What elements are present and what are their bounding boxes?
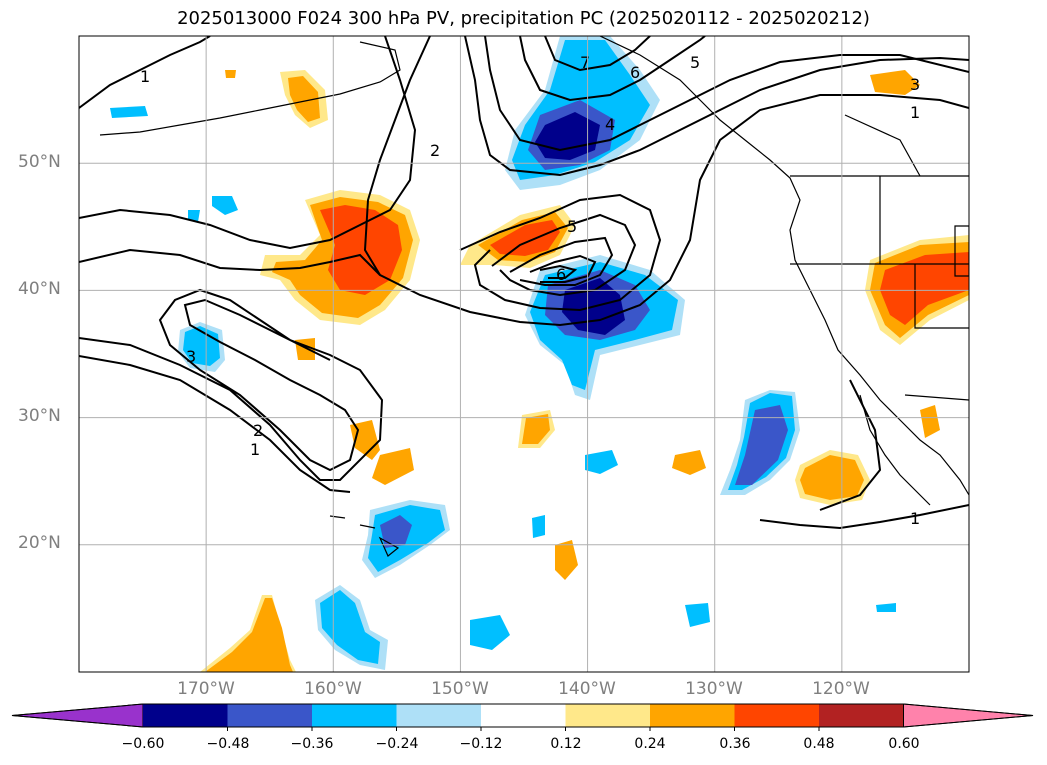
contour-label-6b: 6 [630, 63, 640, 82]
contour-label-5b: 5 [690, 53, 700, 72]
colorbar-tick-label: 0.60 [888, 736, 920, 752]
lon-label: 120°W [812, 679, 870, 699]
colorbar-tick-label: −0.48 [206, 736, 250, 752]
contour-label-6a: 6 [556, 265, 566, 284]
contour-label-5a: 5 [567, 217, 577, 236]
coastlines [99, 36, 969, 557]
colorbar-tick-label: 0.36 [719, 736, 751, 752]
contour-label-1c: 1 [910, 103, 920, 122]
contour-label-1a: 1 [140, 67, 150, 86]
map-title: 2025013000 F024 300 hPa PV, precipitatio… [177, 8, 870, 29]
lat-label: 40°N [18, 279, 61, 299]
lon-label: 140°W [558, 679, 616, 699]
lon-label: 160°W [304, 679, 362, 699]
contour-labels: 1 2 3 2 1 4 5 6 7 6 5 3 1 1 [140, 53, 920, 528]
contour-label-2b: 2 [253, 421, 263, 440]
contour-label-2a: 2 [430, 141, 440, 160]
contour-label-7: 7 [580, 53, 590, 72]
colorbar-tick-label: −0.36 [290, 736, 334, 752]
gridlines [79, 36, 969, 672]
contour-label-1b: 1 [250, 440, 260, 459]
colorbar-tick-label: 0.12 [550, 736, 582, 752]
lon-label: 130°W [685, 679, 743, 699]
colorbar-tick-label: −0.12 [459, 736, 503, 752]
pv-contours [79, 36, 969, 530]
lon-label: 170°W [177, 679, 235, 699]
lat-label: 30°N [18, 406, 61, 426]
colorbar-tick-label: 0.24 [634, 736, 666, 752]
contour-label-3a: 3 [186, 347, 196, 366]
map-frame [78, 35, 970, 673]
contour-label-3b: 3 [910, 75, 920, 94]
lat-label: 20°N [18, 533, 61, 553]
lon-label: 150°W [431, 679, 489, 699]
contour-label-4: 4 [605, 115, 615, 134]
lat-label: 50°N [18, 152, 61, 172]
colorbar-tick-label: 0.48 [803, 736, 835, 752]
colorbar-tick-label: −0.24 [375, 736, 419, 752]
colorbar-tick-label: −0.60 [121, 736, 165, 752]
contour-label-1d: 1 [910, 509, 920, 528]
